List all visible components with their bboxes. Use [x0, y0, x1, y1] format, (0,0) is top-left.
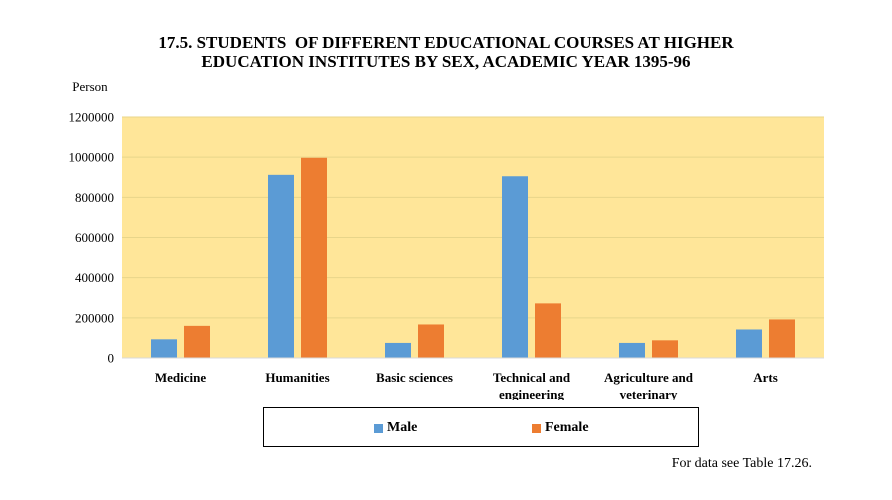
x-tick-label: Humanities: [265, 370, 329, 385]
chart-title-line-1: 17.5. STUDENTS OF DIFFERENT EDUCATIONAL …: [158, 33, 734, 52]
bar-male-2: [385, 342, 411, 358]
legend-label-male: Male: [387, 420, 418, 435]
legend-swatch-female: [532, 423, 541, 433]
bar-female-3: [535, 303, 561, 358]
x-tick-label: veterinary: [620, 387, 678, 400]
legend-item-female: Female: [532, 420, 589, 436]
bar-male-5: [736, 329, 762, 358]
chart-title: 17.5. STUDENTS OF DIFFERENT EDUCATIONAL …: [0, 33, 892, 71]
y-tick-label: 200000: [75, 310, 114, 325]
bar-male-3: [502, 176, 528, 358]
legend-swatch-male: [374, 423, 383, 433]
y-tick-label: 600000: [75, 230, 114, 245]
x-tick-label: Basic sciences: [376, 370, 453, 385]
y-tick-label: 0: [108, 351, 115, 366]
bar-male-4: [619, 342, 645, 358]
y-tick-label: 1200000: [69, 110, 115, 125]
legend-label-female: Female: [545, 420, 589, 435]
x-tick-label: Agriculture and: [604, 370, 694, 385]
bar-female-1: [301, 157, 327, 358]
x-tick-label: Technical and: [493, 370, 571, 385]
chart-title-line-2: EDUCATION INSTITUTES BY SEX, ACADEMIC YE…: [201, 52, 691, 71]
bar-female-4: [652, 340, 678, 358]
chart-legend: Male Female: [263, 407, 699, 447]
y-tick-label: 400000: [75, 270, 114, 285]
y-tick-label: 1000000: [69, 150, 115, 165]
y-tick-label: 800000: [75, 190, 114, 205]
x-tick-label: engineering: [499, 387, 564, 400]
bar-male-1: [268, 174, 294, 358]
bar-female-5: [769, 319, 795, 358]
bar-chart: 0 200000 400000 600000 800000 1000000 1200000 P…: [69, 79, 824, 400]
bar-female-0: [184, 325, 210, 358]
x-tick-label: Arts: [753, 370, 778, 385]
bar-male-0: [151, 339, 177, 358]
x-tick-label: Medicine: [155, 370, 206, 385]
legend-item-male: Male: [374, 420, 417, 436]
bar-female-2: [418, 324, 444, 358]
y-axis-label: Person: [72, 79, 108, 94]
footnote: For data see Table 17.26.: [671, 456, 812, 471]
